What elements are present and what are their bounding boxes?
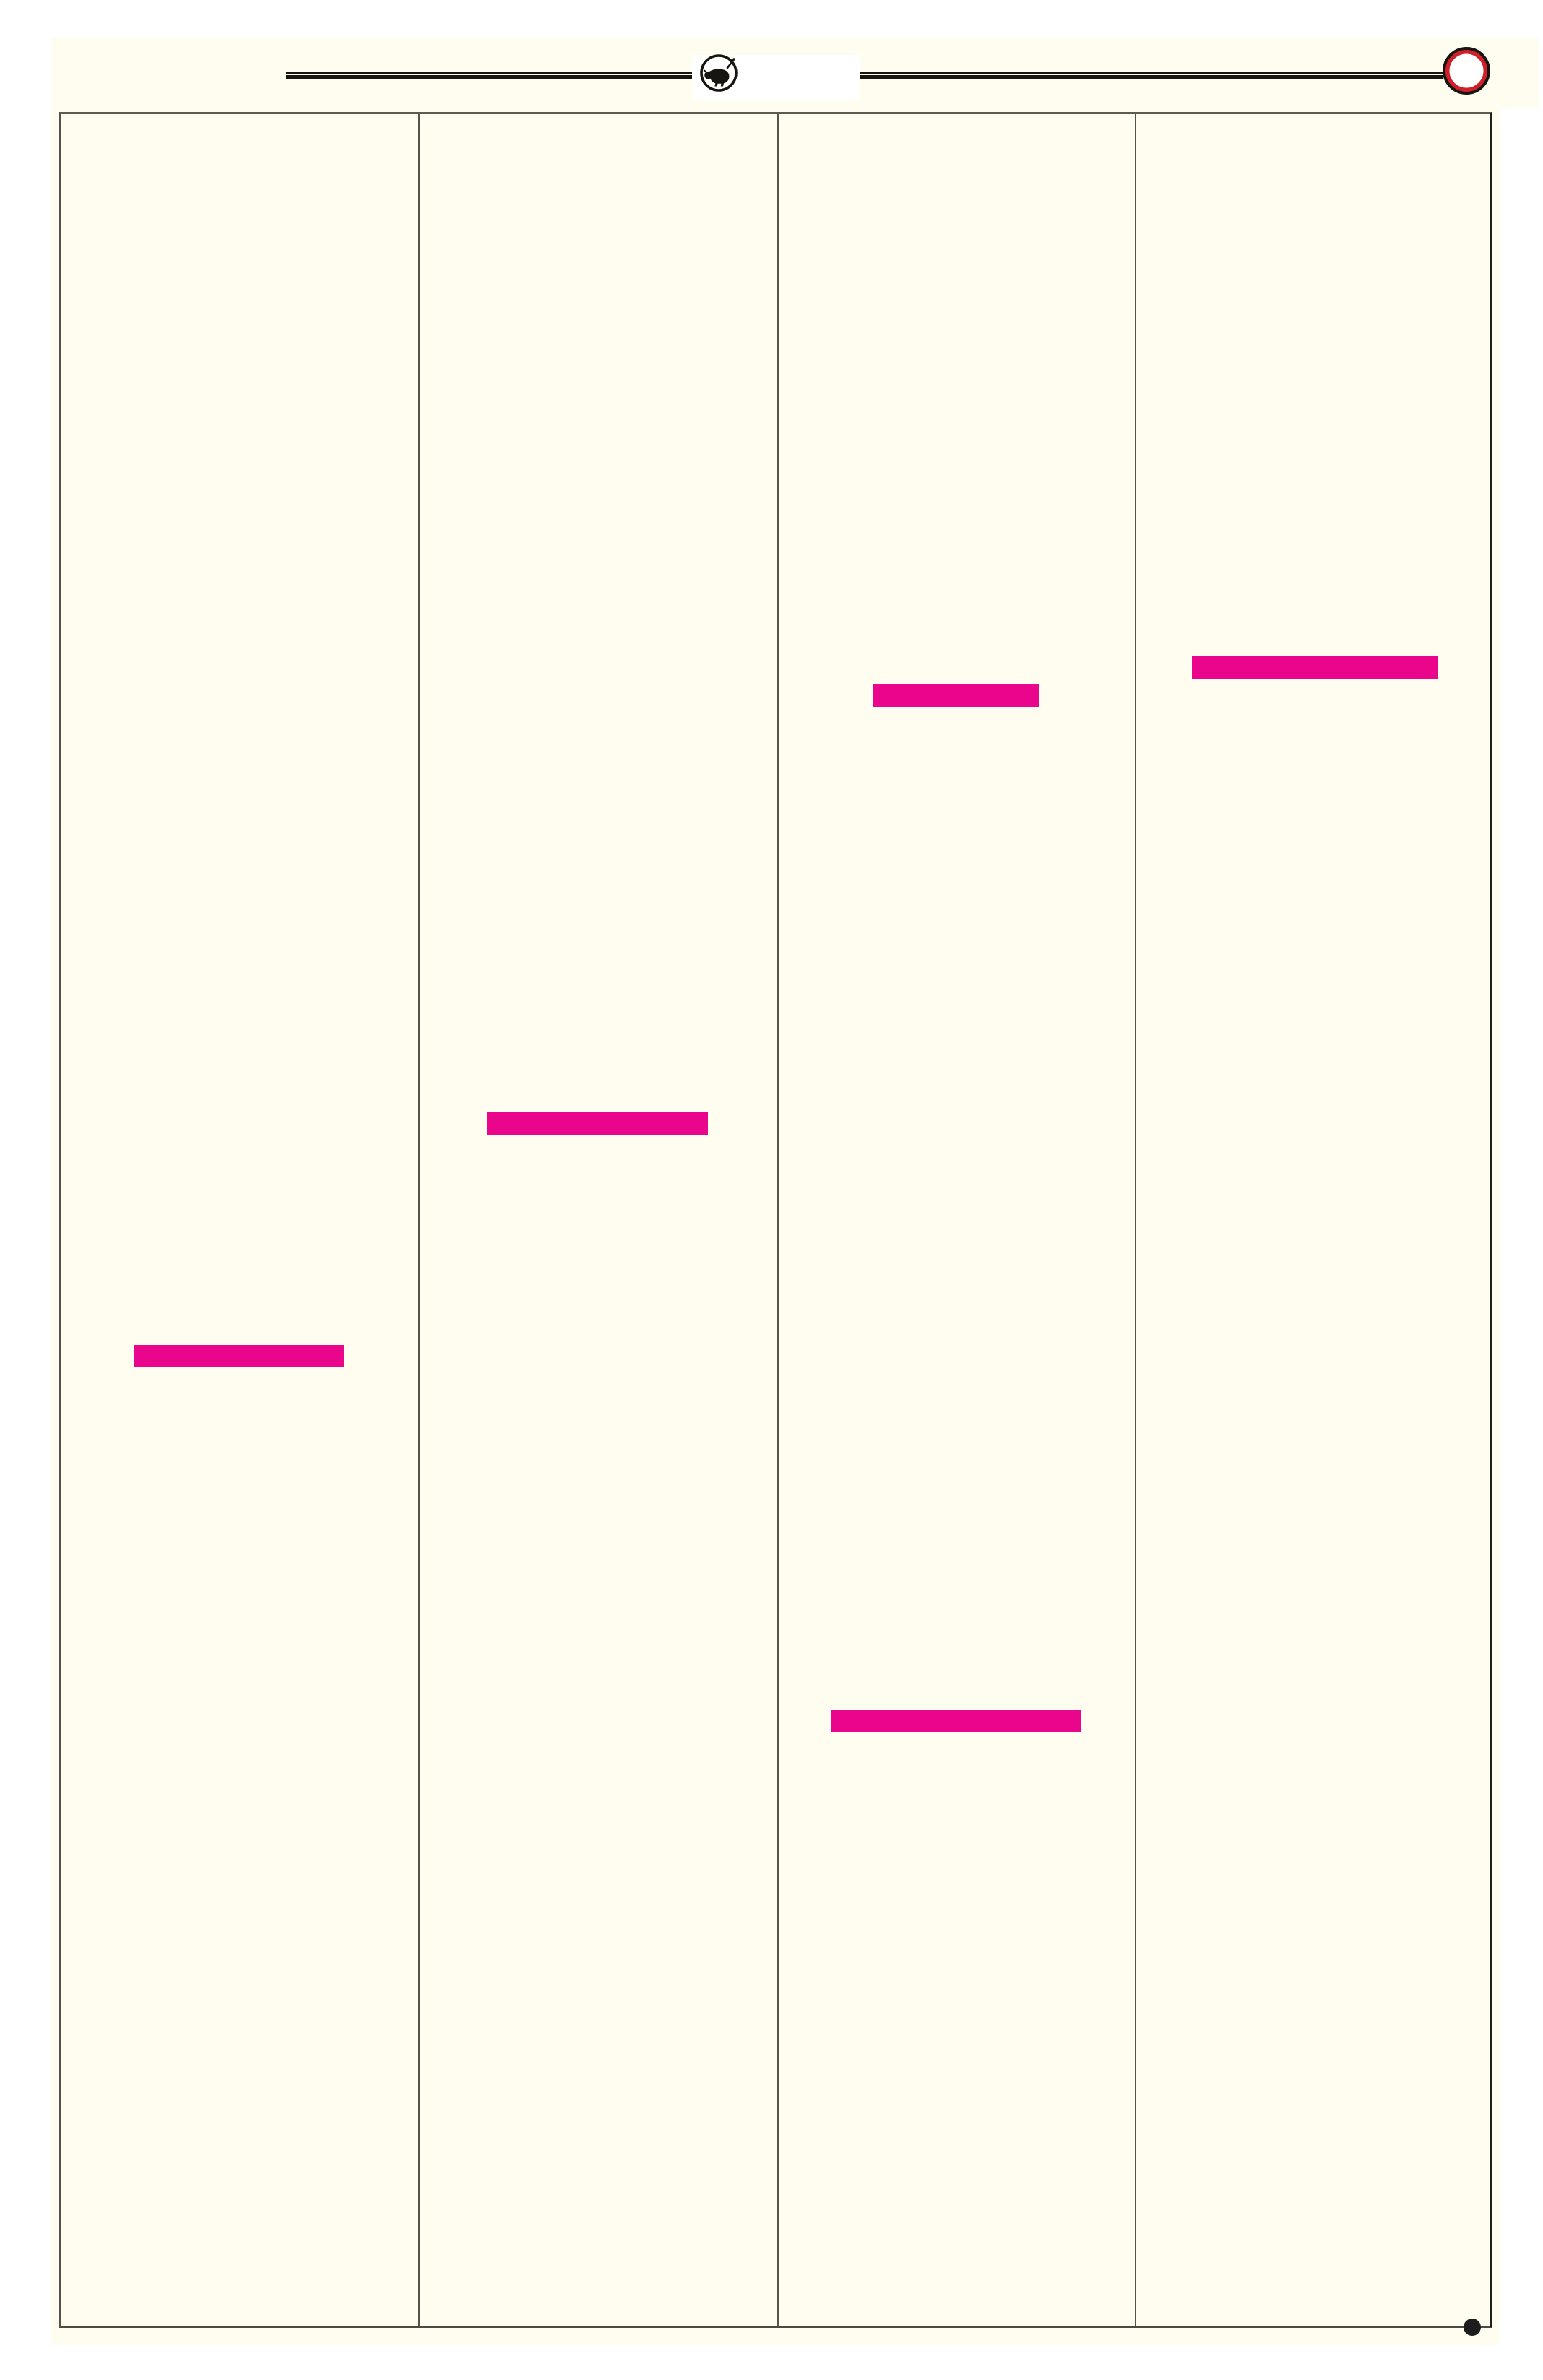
boar-tail (726, 58, 735, 69)
boar-logo-svg (700, 54, 738, 92)
seal-center (1450, 54, 1483, 87)
boar-logo-icon (698, 52, 740, 94)
header-rule-right (860, 72, 1443, 79)
ledger-table-frame (59, 112, 1492, 2328)
seal-outer-ring (1443, 47, 1490, 95)
boar-tail-tuft (732, 58, 735, 61)
seal-ring-icon (1442, 46, 1491, 95)
seal-red-ring (1445, 49, 1488, 92)
corner-dot-icon (1464, 2319, 1481, 2336)
boar-silhouette (704, 69, 730, 87)
boar-horn (704, 69, 709, 74)
header-rule-left (286, 72, 699, 79)
seal-ring-svg (1443, 47, 1490, 95)
paper-body (51, 108, 1500, 2345)
